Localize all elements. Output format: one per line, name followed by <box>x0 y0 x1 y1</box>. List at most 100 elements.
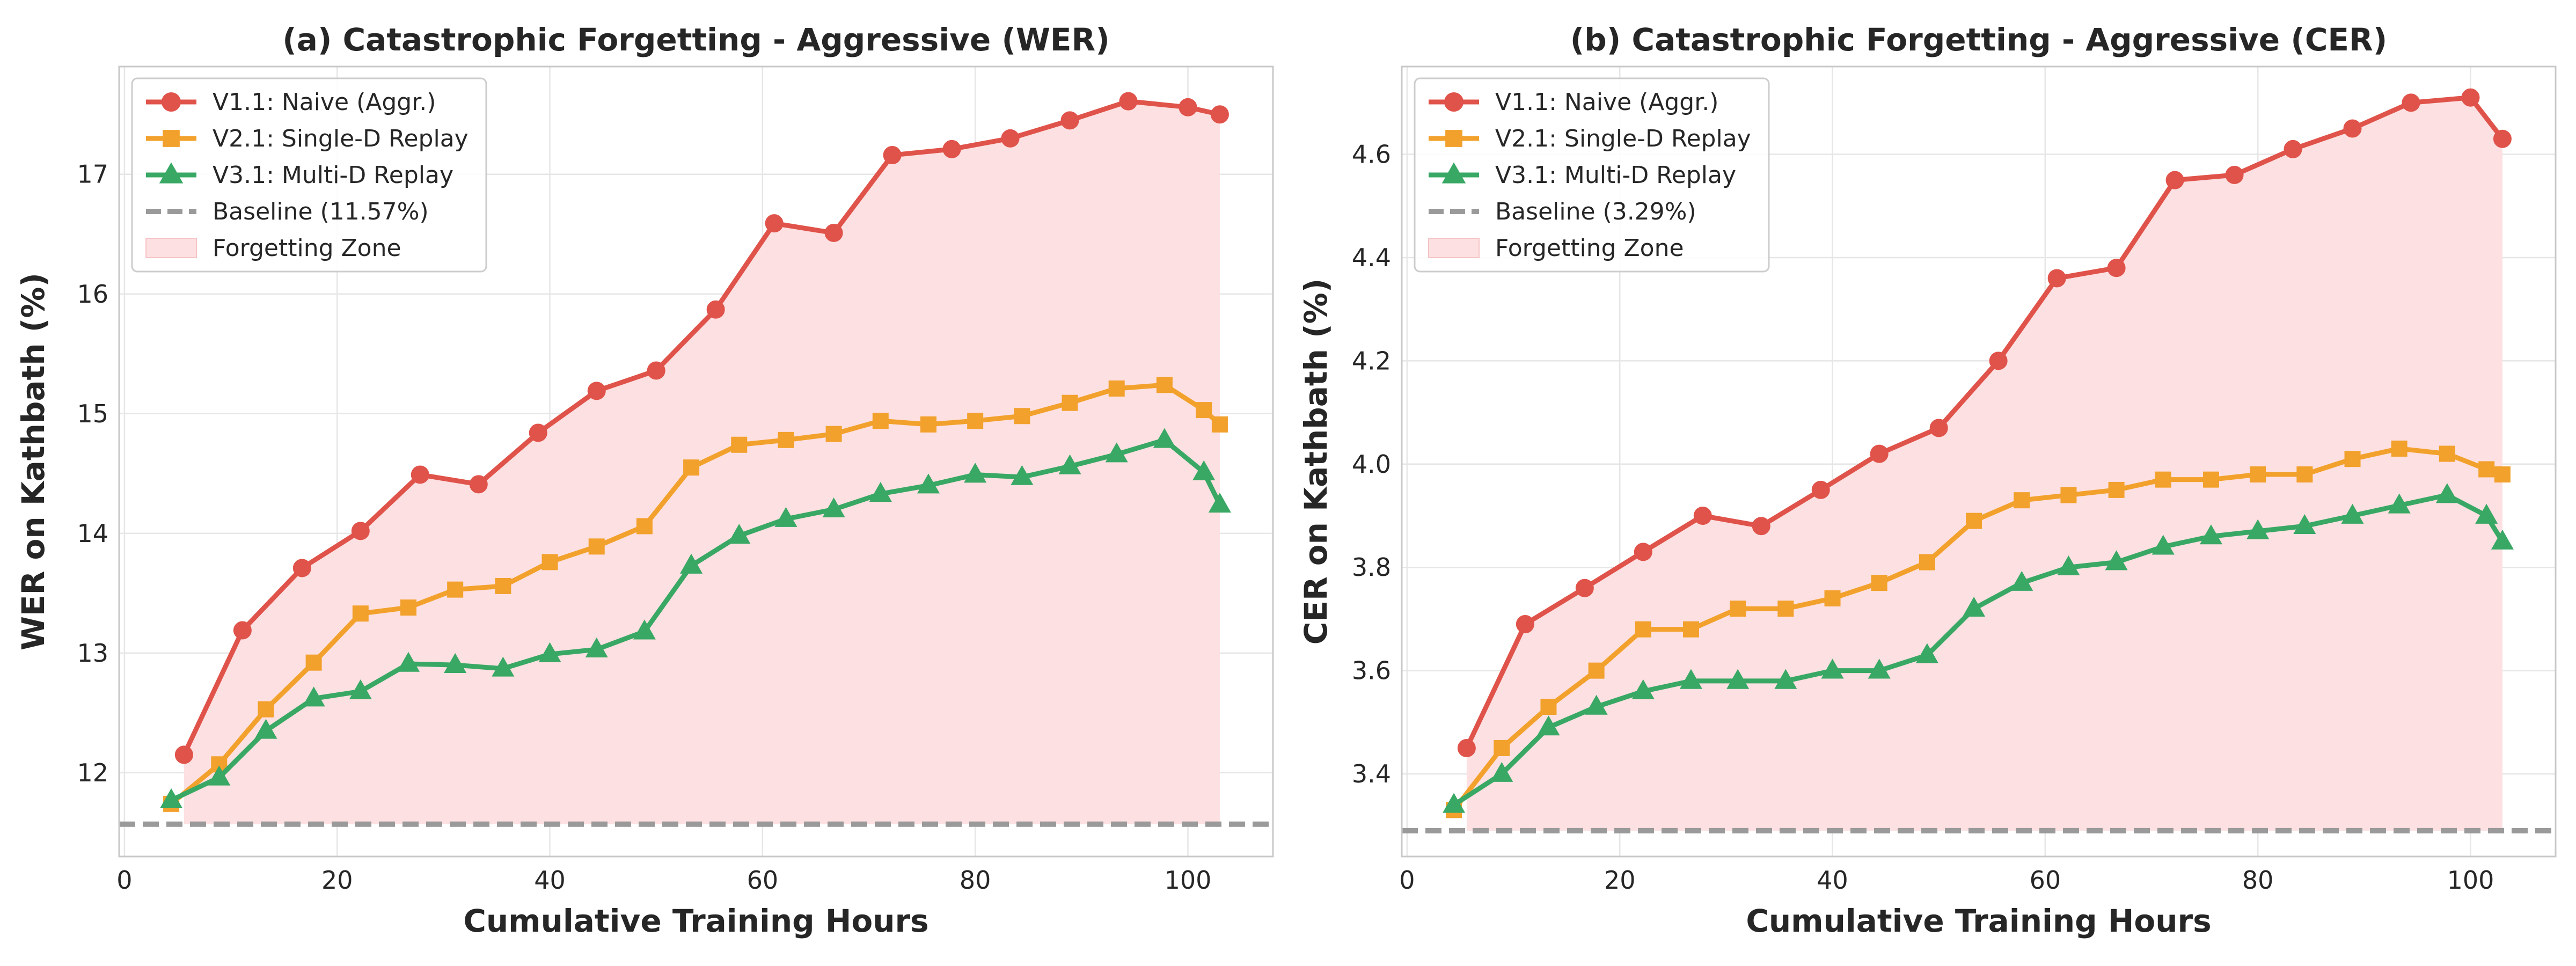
data-point <box>2202 471 2219 488</box>
data-point <box>349 679 372 700</box>
data-point <box>1208 493 1231 513</box>
series-triangle <box>1443 483 2514 813</box>
data-point <box>1537 715 1560 736</box>
data-point <box>765 214 784 233</box>
data-point <box>2010 570 2033 591</box>
data-point <box>1635 621 1651 638</box>
data-point <box>233 621 252 640</box>
data-point <box>2296 466 2313 483</box>
data-point <box>1575 579 1594 597</box>
data-point <box>302 686 325 707</box>
data-point <box>636 518 653 535</box>
data-point <box>2491 529 2514 550</box>
data-point <box>942 140 961 158</box>
data-point <box>1062 394 1078 411</box>
data-point <box>1058 454 1081 474</box>
data-point <box>2225 166 2244 185</box>
data-point <box>1631 679 1655 699</box>
plot-frame <box>1401 65 2557 858</box>
forgetting-zone <box>1466 97 2502 831</box>
data-point <box>587 382 606 400</box>
data-point <box>1777 601 1794 617</box>
data-point <box>883 146 902 165</box>
x-tick-label: 0 <box>116 866 132 895</box>
y-tick-label: 12 <box>77 758 108 787</box>
data-point <box>2439 445 2455 462</box>
chart-title: (b) Catastrophic Forgetting - Aggressive… <box>1570 21 2387 58</box>
data-point <box>917 473 940 494</box>
data-point <box>2105 550 2128 570</box>
y-tick-label: 3.4 <box>1352 759 1391 788</box>
data-point <box>1192 460 1216 480</box>
legend-zone-swatch <box>1428 238 1480 258</box>
y-tick-label: 15 <box>77 399 108 428</box>
data-point <box>2494 466 2511 483</box>
data-point <box>2293 514 2316 535</box>
data-point <box>1153 428 1176 448</box>
legend-label: V3.1: Multi-D Replay <box>213 162 453 189</box>
x-tick-label: 80 <box>2242 866 2274 895</box>
data-point <box>1634 543 1652 561</box>
data-point <box>1001 129 1020 148</box>
legend-marker <box>163 130 180 147</box>
data-point <box>397 652 420 672</box>
data-point <box>160 788 183 808</box>
data-point <box>1774 669 1797 689</box>
data-point <box>2461 88 2480 107</box>
x-tick-label: 20 <box>321 866 353 895</box>
data-point <box>174 745 193 764</box>
data-point <box>400 599 416 616</box>
data-point <box>351 522 370 540</box>
x-tick-label: 80 <box>960 866 991 895</box>
data-point <box>1726 669 1750 689</box>
data-point <box>1210 105 1229 124</box>
data-point <box>1443 793 1466 813</box>
data-point <box>1730 601 1746 617</box>
data-point <box>2388 493 2411 514</box>
data-point <box>2047 269 2066 288</box>
data-point <box>1060 111 1079 130</box>
x-tick-label: 60 <box>2030 866 2061 895</box>
data-point <box>1179 98 1197 116</box>
data-point <box>1693 507 1712 525</box>
data-point <box>2250 466 2266 483</box>
series-triangle <box>160 428 1231 808</box>
chart-panel-1: 0 20 40 60 80 100 12 13 14 15 16 17 (a) Catastrophic… <box>15 21 1274 939</box>
data-point <box>869 481 892 502</box>
data-point <box>1119 92 1138 111</box>
data-point <box>967 413 984 429</box>
legend-label: Forgetting Zone <box>213 235 401 262</box>
data-point <box>2478 461 2495 478</box>
series-square <box>163 377 1228 812</box>
legend: V1.1: Naive (Aggr.) V2.1: Single-D Replay… <box>131 77 487 273</box>
data-point <box>2199 524 2223 545</box>
data-point <box>2165 171 2184 189</box>
data-point <box>633 619 656 640</box>
data-point <box>2344 451 2361 467</box>
data-point <box>447 581 464 598</box>
x-tick-label: 60 <box>747 866 779 895</box>
data-point <box>1915 643 1938 663</box>
data-point <box>1585 694 1608 715</box>
data-point <box>1682 621 1699 638</box>
data-point <box>1196 402 1212 419</box>
series-circle <box>1457 88 2512 757</box>
data-point <box>208 765 231 786</box>
data-point <box>541 554 558 570</box>
data-point <box>2060 487 2077 503</box>
data-point <box>683 459 700 476</box>
data-point <box>2435 483 2458 503</box>
data-point <box>1871 575 1887 591</box>
x-axis-label: Cumulative Training Hours <box>1746 903 2211 939</box>
y-tick-label: 16 <box>77 280 108 309</box>
data-point <box>2151 535 2175 555</box>
data-point <box>778 431 794 448</box>
data-point <box>647 361 665 380</box>
y-tick-label: 17 <box>77 160 108 189</box>
series-square <box>1446 440 2511 818</box>
data-point <box>588 538 605 555</box>
data-point <box>1540 698 1557 715</box>
data-point <box>2014 492 2030 509</box>
legend-label: Baseline (3.29%) <box>1495 198 1696 225</box>
data-point <box>1516 615 1534 634</box>
